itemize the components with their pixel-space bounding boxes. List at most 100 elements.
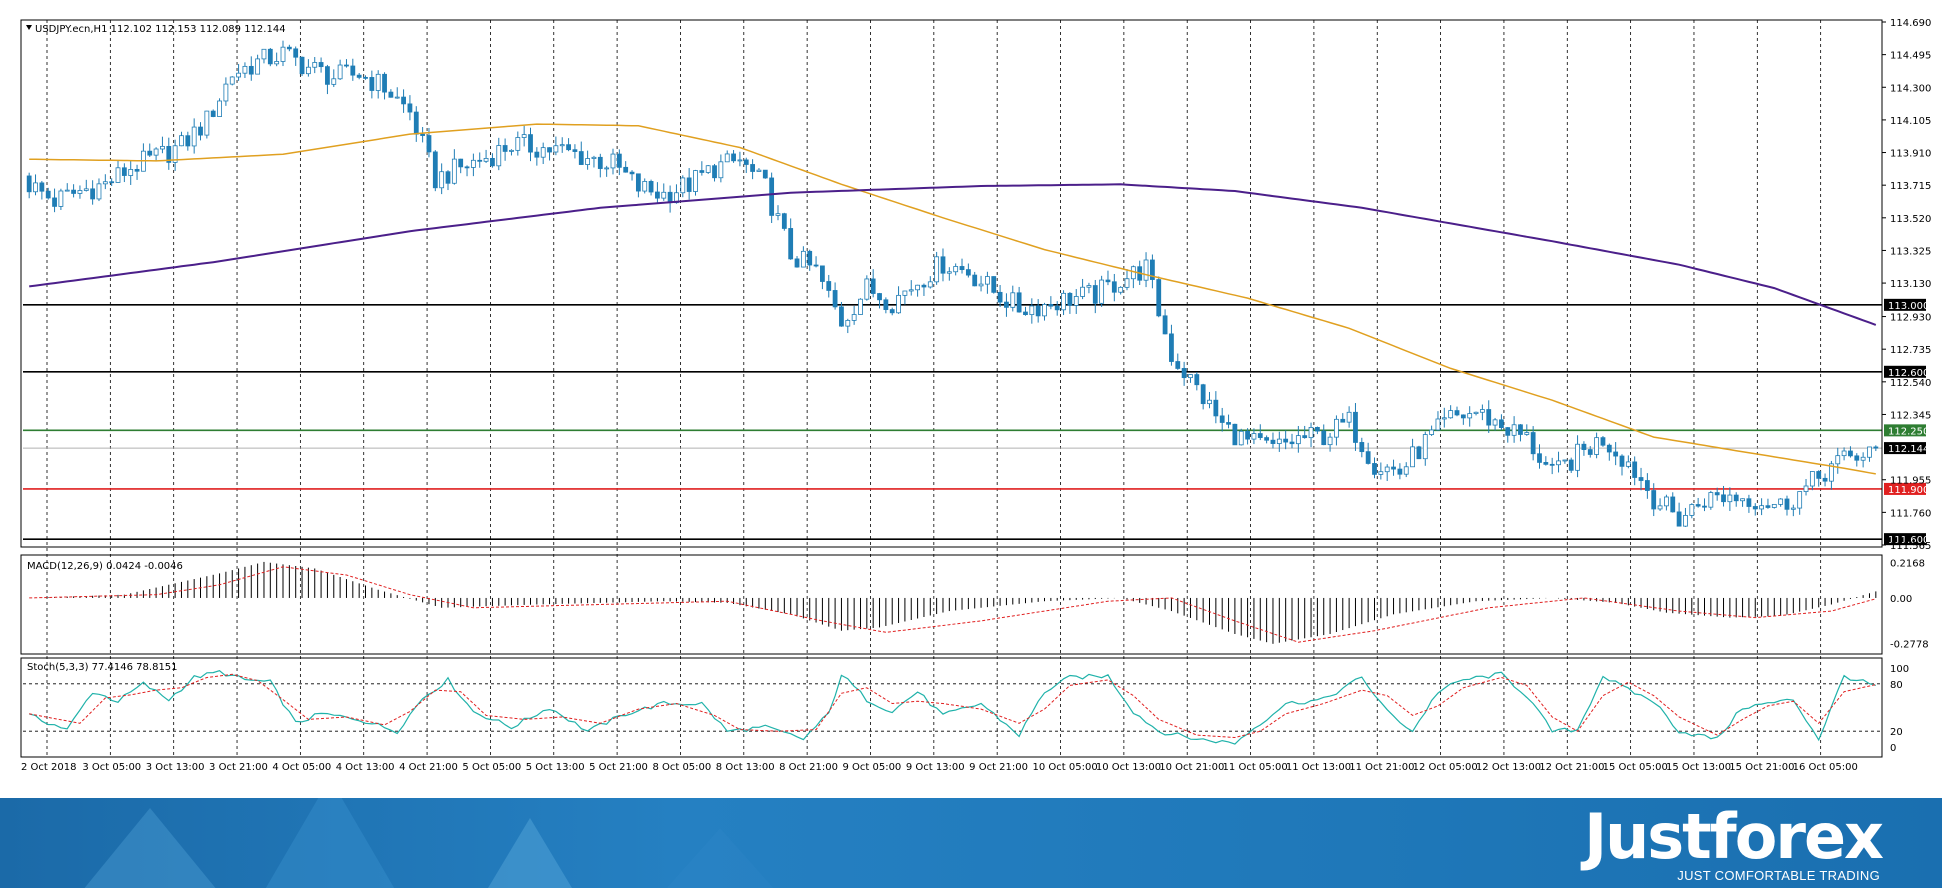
candle-body xyxy=(1829,463,1834,482)
candle-body xyxy=(1860,456,1866,461)
x-tick-label: 10 Oct 05:00 xyxy=(1033,762,1098,773)
candle-body xyxy=(1061,292,1066,311)
candle-body xyxy=(813,264,819,267)
candle-body xyxy=(1809,471,1815,487)
candle-body xyxy=(1727,494,1733,503)
candle-body xyxy=(1721,494,1726,503)
level-price-tag xyxy=(1884,442,1926,455)
y-tick-label: 113.325 xyxy=(1890,246,1931,257)
x-tick-label: 12 Oct 05:00 xyxy=(1413,762,1478,773)
candle-body xyxy=(807,250,813,266)
candle-body xyxy=(1105,279,1111,283)
brand-banner: Justforex JUST COMFORTABLE TRADING xyxy=(0,798,1942,888)
candle-body xyxy=(121,167,127,176)
candle-body xyxy=(267,48,273,65)
candle-body xyxy=(1549,463,1555,466)
x-tick-label: 16 Oct 05:00 xyxy=(1793,762,1858,773)
candle-body xyxy=(927,281,933,288)
candle-body xyxy=(731,153,736,162)
candle-body xyxy=(1397,468,1403,475)
candle-body xyxy=(1594,437,1600,455)
candle-body xyxy=(1600,437,1606,446)
candle-body xyxy=(1746,498,1752,507)
candle-body xyxy=(39,182,45,192)
macd-tick-label: -0.2778 xyxy=(1890,639,1929,650)
candle-body xyxy=(394,96,400,99)
candle-body xyxy=(1010,292,1016,308)
candle-body xyxy=(712,165,717,179)
candle-body xyxy=(915,284,920,291)
candle-body xyxy=(1245,430,1250,440)
candle-body xyxy=(407,103,413,113)
candle-body xyxy=(1099,279,1105,304)
candle-body xyxy=(1340,418,1346,423)
candle-body xyxy=(1778,498,1784,505)
y-tick-label: 112.345 xyxy=(1890,410,1931,421)
candle-body xyxy=(1346,411,1352,423)
candle-body xyxy=(90,188,96,200)
candle-body xyxy=(566,144,571,151)
candle-body xyxy=(1169,333,1174,362)
candle-body xyxy=(572,149,578,152)
candle-body xyxy=(470,159,476,168)
x-tick-label: 8 Oct 13:00 xyxy=(716,762,775,773)
x-tick-label: 15 Oct 05:00 xyxy=(1603,762,1668,773)
candle-body xyxy=(762,169,768,179)
candle-body xyxy=(350,65,356,76)
candle-body xyxy=(1080,286,1085,297)
candle-body xyxy=(204,110,210,136)
candle-body xyxy=(1042,304,1047,317)
candle-body xyxy=(1632,461,1638,478)
candle-body xyxy=(229,76,235,85)
candle-body xyxy=(217,100,222,117)
candle-body xyxy=(794,258,800,268)
candle-body xyxy=(369,77,375,91)
candle-body xyxy=(1276,438,1282,444)
candle-body xyxy=(585,158,591,165)
candle-body xyxy=(978,283,984,287)
candle-body xyxy=(318,62,324,68)
candle-body xyxy=(1073,296,1079,306)
candle-body xyxy=(1460,414,1466,419)
candle-body xyxy=(1308,427,1314,439)
candle-body xyxy=(1264,437,1270,441)
candle-body xyxy=(591,156,597,159)
candle-body xyxy=(1848,450,1853,457)
candle-body xyxy=(1207,399,1212,405)
candle-body xyxy=(179,135,184,147)
candle-body xyxy=(781,213,787,229)
y-tick-label: 113.715 xyxy=(1890,181,1931,192)
candle-body xyxy=(896,294,901,314)
candle-body xyxy=(109,181,115,184)
dropdown-triangle-icon[interactable] xyxy=(26,25,32,30)
brand-logo: Justforex xyxy=(1584,800,1884,873)
candle-body xyxy=(1492,419,1498,426)
x-tick-label: 9 Oct 21:00 xyxy=(969,762,1028,773)
candle-body xyxy=(1816,471,1822,479)
candle-body xyxy=(775,213,781,216)
candle-body xyxy=(375,73,381,91)
candle-body xyxy=(1518,424,1523,435)
x-tick-label: 10 Oct 13:00 xyxy=(1096,762,1161,773)
candle-body xyxy=(953,266,959,273)
candle-body xyxy=(382,73,387,93)
ma-slow-line xyxy=(29,183,1877,326)
candle-body xyxy=(1238,430,1244,446)
candle-body xyxy=(1511,424,1517,436)
macd-signal-line xyxy=(29,566,1876,643)
candle-body xyxy=(693,170,698,192)
candle-body xyxy=(439,171,445,189)
y-tick-label: 114.690 xyxy=(1890,18,1931,29)
candle-body xyxy=(236,72,241,78)
candle-body xyxy=(629,171,635,175)
candle-body xyxy=(1683,515,1688,527)
candle-body xyxy=(1372,463,1377,475)
candle-body xyxy=(648,181,654,193)
candle-body xyxy=(1606,444,1612,453)
candle-body xyxy=(1740,498,1745,502)
candle-body xyxy=(1587,449,1593,455)
candle-body xyxy=(1067,292,1073,306)
candle-body xyxy=(724,153,730,163)
candle-body xyxy=(166,145,172,163)
candle-body xyxy=(1384,466,1390,473)
